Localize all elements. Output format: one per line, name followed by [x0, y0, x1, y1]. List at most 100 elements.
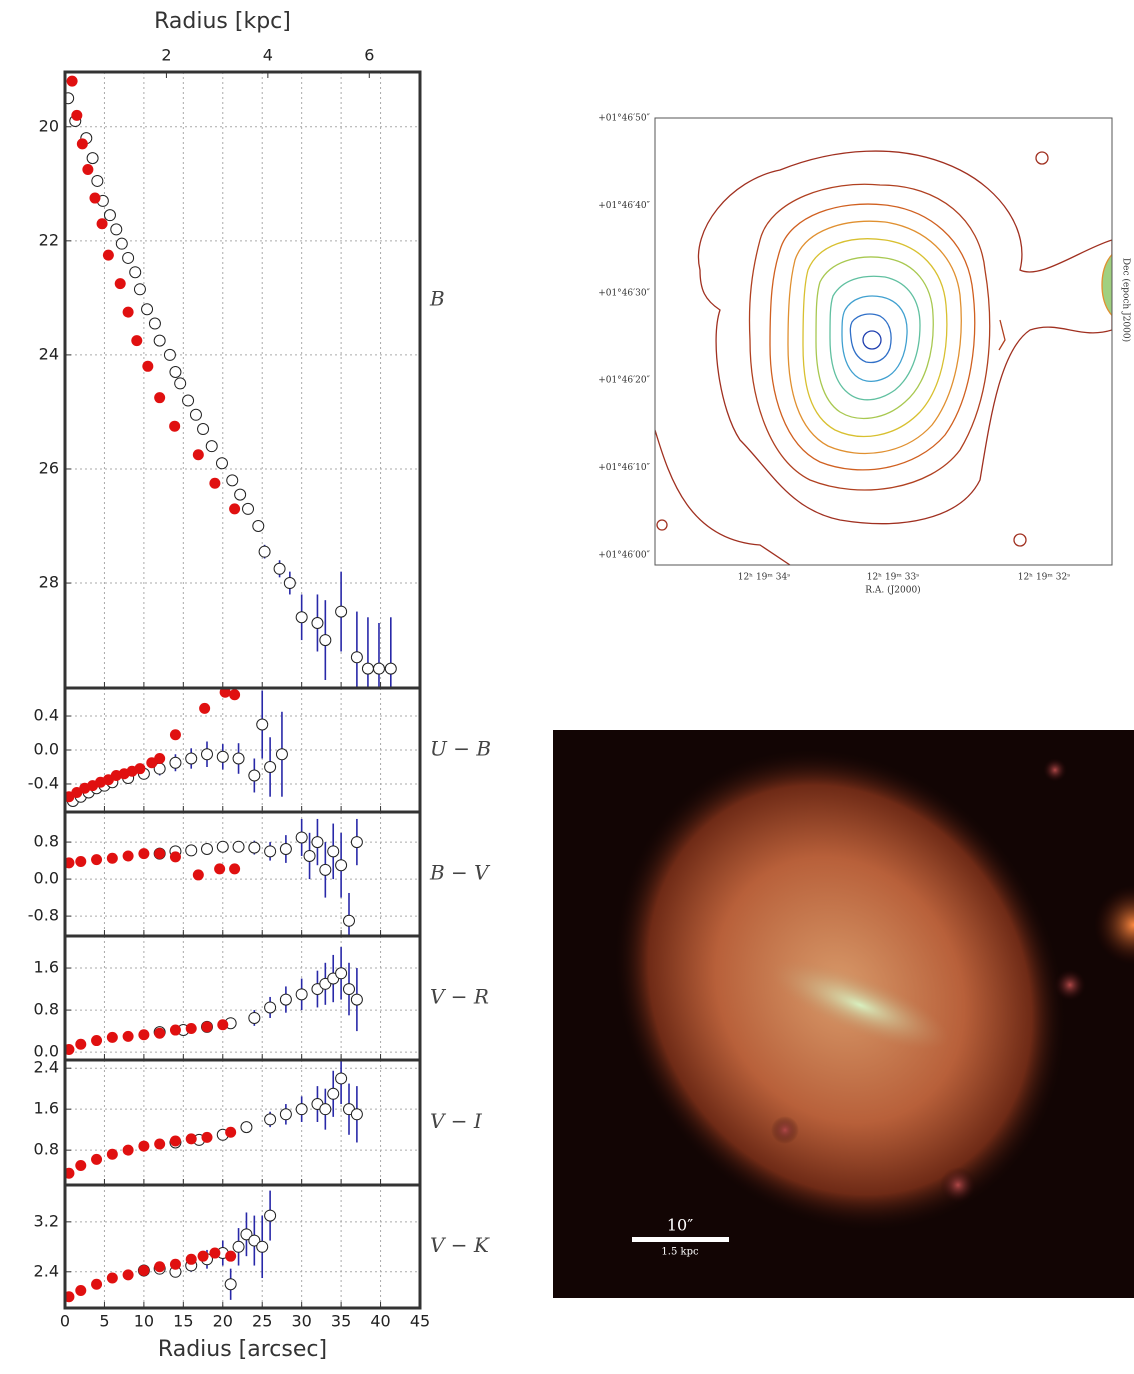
data-point — [169, 366, 182, 379]
data-point — [205, 440, 218, 453]
data-point — [138, 1265, 150, 1277]
data-point — [122, 1030, 134, 1042]
data-point — [65, 92, 75, 105]
data-point — [91, 1153, 103, 1165]
data-point — [96, 218, 108, 230]
y-tick-label: 0.4 — [34, 706, 59, 725]
points — [65, 947, 363, 1055]
data-point — [154, 752, 166, 764]
x2-axis-label: Radius [kpc] — [154, 9, 291, 34]
data-point — [225, 1250, 237, 1262]
data-point — [279, 843, 292, 856]
contour-map: +01°46′50″ +01°46′40″ +01°46′30″ +01°46′20″… — [598, 114, 1131, 596]
panel-frame — [63, 1183, 422, 1310]
y-tick-label: 22 — [39, 230, 59, 249]
x-tick-label: 45 — [410, 1312, 430, 1331]
data-point — [248, 769, 261, 782]
y-tick-label: -0.4 — [28, 773, 59, 792]
data-point — [279, 1108, 292, 1121]
y-tick-label: +01°46′40″ — [598, 201, 650, 211]
y-tick-label: +01°46′00″ — [598, 551, 650, 561]
y-tick-label: 0.8 — [34, 1000, 59, 1019]
data-point — [295, 831, 308, 844]
data-point — [216, 840, 229, 853]
data-point — [141, 303, 154, 316]
panel-label: U − B — [430, 737, 491, 761]
data-point — [264, 760, 277, 773]
data-point — [106, 852, 118, 864]
data-point — [102, 249, 114, 261]
points — [65, 75, 397, 688]
data-point — [134, 763, 146, 775]
points — [65, 688, 288, 807]
data-point — [350, 836, 363, 849]
x-tick-label: 12ʰ 19ᵐ 33ˢ — [867, 573, 920, 583]
x-tick-label: 20 — [213, 1312, 233, 1331]
data-point — [219, 688, 231, 698]
data-point — [65, 1291, 75, 1303]
data-point — [142, 360, 154, 372]
data-point — [115, 237, 128, 250]
data-point — [153, 334, 166, 347]
data-point — [232, 752, 245, 765]
data-point — [319, 863, 332, 876]
scale-label: 10″ — [667, 1216, 693, 1235]
data-point — [169, 1258, 181, 1270]
data-point — [76, 138, 88, 150]
data-point — [252, 520, 265, 533]
data-point — [106, 1272, 118, 1284]
data-point — [311, 836, 324, 849]
data-point — [131, 335, 143, 347]
data-point — [103, 209, 116, 222]
y-tick-label: 24 — [39, 344, 59, 363]
y-tick-label: 1.6 — [34, 1099, 59, 1118]
points — [65, 1190, 277, 1303]
y-tick-label: 0.0 — [34, 1042, 59, 1061]
data-point — [185, 1253, 197, 1265]
data-point — [75, 1038, 87, 1050]
y-tick-label: +01°46′30″ — [598, 288, 650, 298]
x-tick-label: 15 — [173, 1312, 193, 1331]
data-point — [240, 1228, 253, 1241]
data-point — [335, 1072, 348, 1085]
data-point — [343, 983, 355, 996]
x-tick-label: 35 — [331, 1312, 351, 1331]
data-point — [264, 1001, 277, 1014]
data-point — [350, 993, 363, 1006]
data-point — [295, 988, 308, 1001]
map-frame — [654, 117, 1113, 566]
data-point — [319, 634, 332, 647]
data-point — [133, 283, 146, 296]
data-point — [232, 840, 245, 853]
y-tick-label: 0.0 — [34, 869, 59, 888]
panel-label: V − K — [430, 1233, 490, 1257]
data-point — [197, 1250, 209, 1262]
data-point — [214, 863, 226, 875]
y-tick-label: 0.8 — [34, 832, 59, 851]
data-point — [174, 377, 187, 390]
data-point — [264, 1209, 277, 1222]
data-point — [82, 164, 94, 176]
data-point — [138, 1140, 150, 1152]
data-point — [258, 545, 271, 558]
data-point — [154, 1027, 166, 1039]
galaxy-image: 10″ 1.5 kpc — [553, 730, 1134, 1298]
y-tick-label: 2.4 — [34, 1261, 59, 1280]
data-point — [215, 457, 228, 470]
panel-frame — [63, 810, 422, 938]
y-tick-label: 1.6 — [34, 958, 59, 977]
data-point — [114, 278, 126, 290]
y-tick-label: 20 — [39, 116, 59, 135]
data-point — [229, 503, 241, 515]
data-point — [199, 702, 211, 714]
data-point — [86, 152, 99, 165]
panel: 0.0 0.8 1.6 V − R — [34, 934, 489, 1062]
data-point — [122, 306, 134, 318]
panel-frame — [63, 1058, 422, 1187]
data-point — [229, 863, 241, 875]
data-point — [138, 848, 150, 860]
data-point — [242, 502, 255, 515]
data-point — [248, 1011, 261, 1024]
x2-tick-label: 6 — [364, 46, 374, 65]
